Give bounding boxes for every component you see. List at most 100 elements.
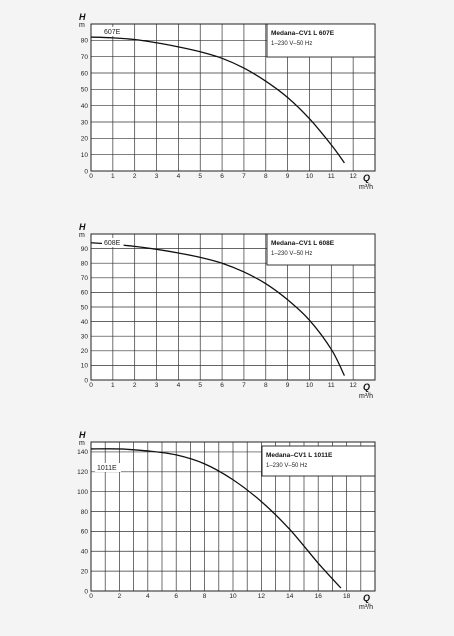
x-tick-label: 7 [242,382,246,389]
x-tick-label: 5 [198,173,202,180]
x-tick-label: 2 [118,593,122,600]
y-axis-unit: m [79,232,85,239]
y-tick-label: 70 [81,275,89,282]
legend-box [261,445,376,477]
x-tick-label: 6 [220,173,224,180]
y-tick-label: 100 [77,489,88,496]
y-tick-label: 80 [81,261,89,268]
x-tick-label: 7 [242,173,246,180]
curve-label-bg [102,27,124,36]
y-tick-label: 50 [81,304,89,311]
curve-label-bg [102,238,124,247]
legend-title: Medana–CV1 L 608E [271,240,335,247]
x-tick-label: 18 [343,593,351,600]
plot-border [90,233,376,381]
x-axis-symbol: Q [363,382,370,392]
y-tick-label: 80 [81,509,89,516]
curve-label: 608E [104,240,121,247]
x-tick-label: 4 [146,593,150,600]
x-tick-label: 16 [315,593,323,600]
x-tick-label: 6 [174,593,178,600]
y-tick-label: 10 [81,152,89,159]
legend-box [266,233,376,266]
x-tick-label: 4 [177,382,181,389]
x-tick-label: 4 [177,173,181,180]
x-axis-unit: m³/h [359,184,373,191]
y-tick-label: 140 [77,449,88,456]
x-axis-unit: m³/h [359,393,373,400]
x-tick-label: 12 [350,382,358,389]
x-tick-label: 5 [198,382,202,389]
y-tick-label: 80 [81,38,89,45]
x-tick-label: 6 [220,382,224,389]
x-tick-label: 14 [286,593,294,600]
series-line [90,242,346,376]
x-axis-symbol: Q [363,593,370,603]
x-axis-unit: m³/h [359,604,373,611]
legend-subtitle: 1–230 V–50 Hz [271,251,312,257]
x-tick-label: 9 [286,173,290,180]
x-axis-symbol: Q [363,173,370,183]
x-tick-label: 8 [203,593,207,600]
y-tick-label: 120 [77,469,88,476]
series-line [90,448,342,589]
x-tick-label: 0 [89,593,93,600]
x-tick-label: 1 [111,173,115,180]
y-tick-label: 60 [81,70,89,77]
y-tick-label: 20 [81,568,89,575]
legend-subtitle: 1–230 V–50 Hz [271,41,312,47]
x-tick-label: 2 [133,382,137,389]
y-tick-label: 20 [81,136,89,143]
y-tick-label: 40 [81,549,89,556]
legend-title: Medana–CV1 L 1011E [266,452,333,459]
x-tick-label: 11 [328,173,335,180]
y-axis-symbol: H [79,222,86,232]
y-tick-label: 70 [81,54,89,61]
curve-label: 1011E [97,465,117,472]
y-tick-label: 0 [84,168,88,175]
x-tick-label: 8 [264,382,268,389]
curve-label-bg [95,463,121,472]
x-tick-label: 12 [350,173,358,180]
x-tick-label: 8 [264,173,268,180]
x-tick-label: 1 [111,382,115,389]
y-tick-label: 0 [84,377,88,384]
y-tick-label: 50 [81,87,89,94]
x-tick-label: 10 [229,593,237,600]
chart-3: 0 20 40 60 80 100 120 140 0 2 4 6 8 10 12 14 16 18 Hm Qm³/h… [77,430,376,611]
x-tick-label: 3 [155,382,159,389]
y-tick-label: 40 [81,319,89,326]
plot-border [90,441,376,592]
x-tick-label: 12 [258,593,266,600]
curve-label: 607E [104,29,121,36]
series-line [90,36,345,164]
y-tick-label: 90 [81,246,89,253]
x-tick-label: 9 [286,382,290,389]
x-tick-label: 2 [133,173,137,180]
y-axis-unit: m [79,22,85,29]
plot-border [90,23,376,172]
y-tick-label: 30 [81,334,89,341]
y-axis-symbol: H [79,12,86,22]
y-tick-label: 60 [81,529,89,536]
y-tick-label: 40 [81,103,89,110]
legend-box [266,23,376,58]
x-tick-label: 11 [328,382,335,389]
y-tick-label: 10 [81,363,89,370]
legend-subtitle: 1–230 V–50 Hz [266,463,307,469]
legend-title: Medana–CV1 L 607E [271,30,335,37]
y-tick-label: 20 [81,348,89,355]
y-tick-label: 0 [84,588,88,595]
x-tick-label: 3 [155,173,159,180]
y-tick-label: 60 [81,290,89,297]
x-tick-label: 10 [306,382,314,389]
y-axis-unit: m [79,440,85,447]
x-tick-label: 10 [306,173,314,180]
y-axis-symbol: H [79,430,86,440]
y-tick-label: 30 [81,119,89,126]
x-tick-label: 0 [89,173,93,180]
x-tick-label: 0 [89,382,93,389]
